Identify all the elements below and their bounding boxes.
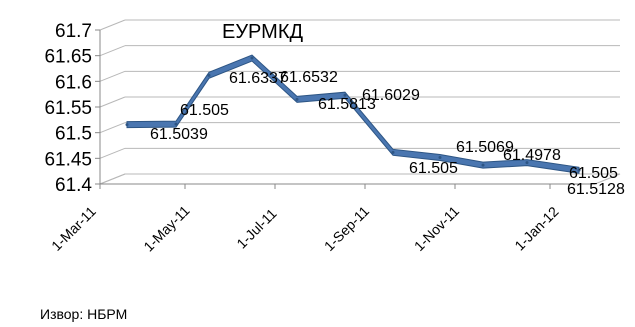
x-tick-label: 1-Jul-11 xyxy=(233,205,279,251)
source-note: Извор: НБРМ xyxy=(40,306,128,322)
data-point xyxy=(438,155,442,159)
data-point xyxy=(174,122,178,126)
data-label: 61.6337 xyxy=(229,70,287,87)
data-label: 61.5128 xyxy=(567,181,625,198)
gridline-side xyxy=(99,147,126,159)
chart-floor xyxy=(99,173,621,185)
chart-series xyxy=(125,54,581,174)
data-point xyxy=(525,161,529,165)
data-point xyxy=(343,93,347,97)
gridline-side xyxy=(99,19,126,31)
data-point xyxy=(250,56,254,60)
x-tick-label: 1-Nov-11 xyxy=(411,203,462,254)
chart-title: ЕУРМКД xyxy=(222,21,303,43)
gridline-side xyxy=(99,70,126,82)
x-tick-label: 1-Mar-11 xyxy=(48,203,99,254)
gridline-side xyxy=(99,45,126,57)
data-label: 61.5039 xyxy=(150,126,208,143)
data-label: 61.6532 xyxy=(280,69,338,86)
gridline-side xyxy=(99,96,126,108)
data-point xyxy=(125,123,129,127)
data-point xyxy=(481,163,485,167)
data-point xyxy=(391,150,395,154)
chart-axes: 61.4 61.45 61.5 61.55 61.6 61.65 61.7 1-Mar-11 1… xyxy=(44,21,595,255)
data-label: 61.6029 xyxy=(362,87,420,104)
data-point xyxy=(295,97,299,101)
y-tick-label: 61.65 xyxy=(44,47,92,68)
data-point xyxy=(207,73,211,77)
gridline-side xyxy=(99,122,126,134)
y-tick-label: 61.5 xyxy=(55,124,92,145)
data-label: 61.505 xyxy=(569,165,618,182)
y-tick-label: 61.45 xyxy=(44,149,92,170)
series-line xyxy=(126,54,580,174)
data-label: 61.5813 xyxy=(318,96,376,113)
data-label: 61.505 xyxy=(180,102,229,119)
chart-data-labels: 61.503961.50561.633761.653261.581361.602… xyxy=(150,69,625,198)
data-label: 61.4978 xyxy=(503,147,561,164)
x-tick-label: 1-Jan-12 xyxy=(511,203,562,254)
y-tick-label: 61.6 xyxy=(55,72,92,93)
data-label: 61.505 xyxy=(409,160,458,177)
data-point xyxy=(577,168,581,172)
y-tick-label: 61.4 xyxy=(55,175,92,196)
y-tick-label: 61.7 xyxy=(55,21,92,42)
x-tick-label: 1-May-11 xyxy=(140,202,193,255)
y-tick-label: 61.55 xyxy=(44,98,92,119)
x-tick-label: 1-Sep-11 xyxy=(321,203,372,254)
chart-gridlines xyxy=(99,19,621,185)
data-label: 61.5069 xyxy=(456,139,514,156)
